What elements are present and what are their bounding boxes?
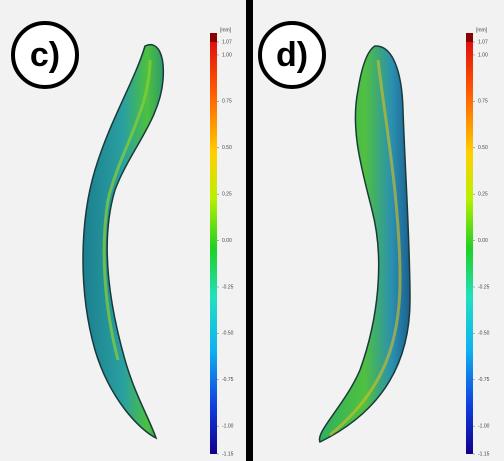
- scale-tick-label: -0.50: [222, 331, 234, 337]
- scale-tick-label: -0.75: [222, 377, 234, 383]
- scale-tick-label: 1.00: [222, 52, 232, 58]
- scale-tick-label: -1.15: [478, 451, 490, 457]
- scale-tick-label: -1.15: [222, 451, 234, 457]
- panel-badge: [258, 21, 326, 89]
- scale-tick-label: -0.25: [478, 284, 490, 290]
- scan-surface: [82, 43, 165, 440]
- divider: [246, 0, 253, 461]
- scale-tick-label: 0.75: [222, 99, 232, 105]
- scale-tick-label: 0.50: [222, 145, 232, 151]
- scale-tick-label: 0.50: [478, 145, 488, 151]
- scale-tick-label: -0.50: [478, 331, 490, 337]
- panel-label: c): [30, 36, 60, 74]
- scale-top: [210, 33, 217, 42]
- scale-unit: [mm]: [220, 27, 232, 33]
- scale-tick-label: 0.75: [478, 99, 488, 105]
- scale-tick-label: -1.00: [222, 423, 234, 429]
- scale-tick-label: 0.25: [478, 192, 488, 198]
- scale-tick-label: -1.00: [478, 423, 490, 429]
- scale-tick-label: 1.07: [222, 39, 232, 45]
- scan-ridge: [102, 59, 152, 361]
- color-bar: [466, 42, 473, 454]
- scale-tick-label: 1.07: [478, 39, 488, 45]
- panel-label: d): [276, 36, 308, 74]
- scale-tick-label: 1.00: [478, 52, 488, 58]
- scan-surface: [318, 45, 411, 444]
- scale-top: [466, 33, 473, 42]
- color-bar: [210, 42, 217, 454]
- scan-ridge: [329, 59, 402, 437]
- scale-unit: [mm]: [476, 27, 488, 33]
- scale-tick-label: 0.25: [222, 192, 232, 198]
- scale-tick-label: -0.75: [478, 377, 490, 383]
- scale-tick-label: 0.00: [222, 238, 232, 244]
- scale-tick-label: 0.00: [478, 238, 488, 244]
- panel-badge: [11, 21, 79, 89]
- scale-tick-label: -0.25: [222, 284, 234, 290]
